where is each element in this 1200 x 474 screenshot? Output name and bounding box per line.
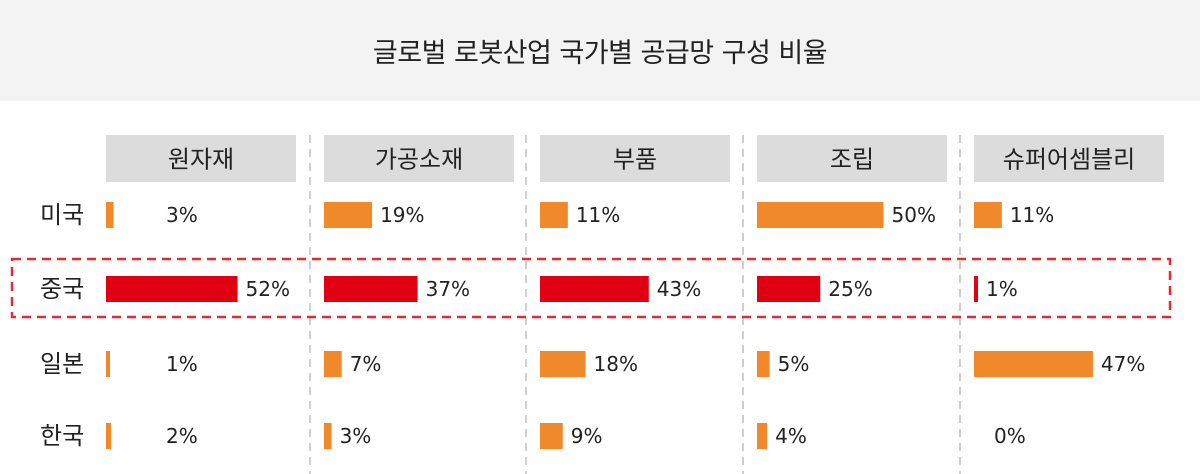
column-header-bg bbox=[757, 135, 947, 182]
country-label: 중국 bbox=[40, 275, 84, 303]
data-label: 4% bbox=[775, 424, 807, 448]
bar bbox=[540, 423, 563, 449]
bar bbox=[324, 351, 342, 377]
data-label: 1% bbox=[166, 352, 198, 376]
bar bbox=[757, 351, 770, 377]
bar bbox=[757, 423, 768, 449]
bar bbox=[106, 423, 112, 449]
column-header-bg bbox=[106, 135, 296, 182]
data-label: 2% bbox=[166, 424, 198, 448]
column-header-label: 슈퍼어셈블리 bbox=[1003, 146, 1135, 174]
bar bbox=[540, 276, 649, 302]
bar bbox=[974, 202, 1002, 228]
bar bbox=[540, 202, 568, 228]
data-label: 52% bbox=[246, 277, 290, 301]
bar bbox=[324, 276, 418, 302]
data-label: 50% bbox=[892, 203, 936, 227]
data-label: 9% bbox=[571, 424, 603, 448]
column-header-label: 조립 bbox=[830, 146, 874, 174]
data-label: 3% bbox=[166, 203, 198, 227]
bar bbox=[324, 202, 373, 228]
data-label: 7% bbox=[350, 352, 382, 376]
data-label: 43% bbox=[657, 277, 701, 301]
country-label: 미국 bbox=[40, 201, 84, 229]
country-label: 일본 bbox=[40, 350, 84, 378]
data-label: 1% bbox=[986, 277, 1018, 301]
column-header-label: 원자재 bbox=[168, 146, 234, 174]
bar bbox=[324, 423, 332, 449]
column-header-bg bbox=[324, 135, 514, 182]
bar bbox=[106, 202, 114, 228]
data-label: 0% bbox=[994, 424, 1026, 448]
column-header-bg bbox=[540, 135, 730, 182]
bar bbox=[757, 276, 821, 302]
bar bbox=[540, 351, 586, 377]
data-label: 11% bbox=[1010, 203, 1054, 227]
data-label: 25% bbox=[828, 277, 872, 301]
data-label: 47% bbox=[1101, 352, 1145, 376]
bar bbox=[974, 351, 1093, 377]
data-label: 18% bbox=[594, 352, 638, 376]
data-label: 3% bbox=[340, 424, 372, 448]
column-header-bg bbox=[974, 135, 1164, 182]
bar bbox=[757, 202, 884, 228]
data-label: 5% bbox=[778, 352, 810, 376]
column-header-label: 가공소재 bbox=[375, 146, 463, 174]
data-label: 11% bbox=[576, 203, 620, 227]
bar bbox=[974, 276, 978, 302]
column-header-label: 부품 bbox=[613, 146, 657, 174]
title-band: 글로벌 로봇산업 국가별 공급망 구성 비율 bbox=[0, 0, 1200, 101]
country-label: 한국 bbox=[40, 422, 84, 450]
bar bbox=[106, 351, 110, 377]
data-label: 19% bbox=[380, 203, 424, 227]
data-label: 37% bbox=[426, 277, 470, 301]
chart-title: 글로벌 로봇산업 국가별 공급망 구성 비율 bbox=[372, 38, 828, 69]
highlight-box bbox=[10, 257, 1172, 319]
bar bbox=[106, 276, 238, 302]
